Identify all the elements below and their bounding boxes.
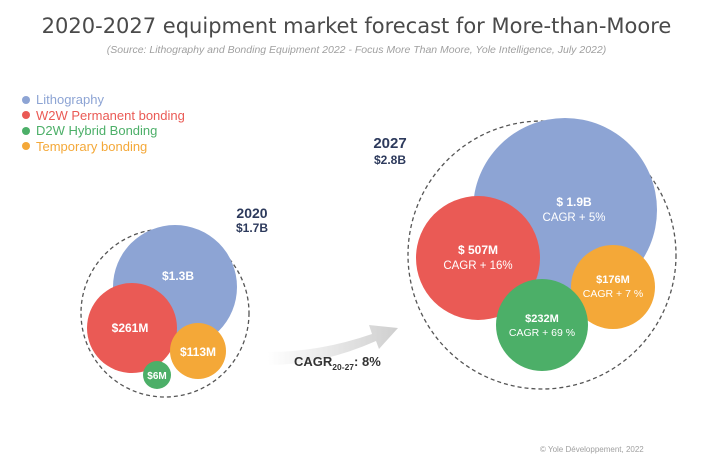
legend-label-w2w: W2W Permanent bonding <box>36 107 185 123</box>
label-2020-temporary: $113M <box>180 345 216 359</box>
copyright: © Yole Développement, 2022 <box>540 445 644 454</box>
legend-label-d2w: D2W Hybrid Bonding <box>36 123 158 139</box>
group-2027-total: $2.8B <box>374 153 406 167</box>
bubble-2027-temporary <box>571 245 655 329</box>
label-2027-w2w: $ 507M <box>458 243 498 257</box>
group-2020-total: $1.7B <box>236 221 268 235</box>
bubble-2020-d2w <box>143 361 171 389</box>
legend-label-temporary: Temporary bonding <box>36 138 148 154</box>
legend-swatch-temporary <box>22 142 30 151</box>
overall-cagr: CAGR20-27: 8% <box>294 354 381 372</box>
cagr-2027-temporary: CAGR + 7 % <box>583 288 643 300</box>
group-2027-year: 2027 <box>373 135 406 152</box>
legend-swatch-w2w <box>22 111 30 120</box>
label-2027-temporary: $176M <box>596 274 630 286</box>
chart-title: 2020-2027 equipment market forecast for … <box>41 14 672 38</box>
chart-subtitle: (Source: Lithography and Bonding Equipme… <box>106 44 607 56</box>
label-2027-lithography: $ 1.9B <box>556 195 592 209</box>
bubble-2020-temporary <box>170 323 226 379</box>
legend-entry-temporary: Temporary bonding <box>22 139 185 155</box>
cagr-2027-d2w: CAGR + 69 % <box>509 327 575 339</box>
label-2020-lithography: $1.3B <box>162 269 194 283</box>
legend: Lithography W2W Permanent bonding D2W Hy… <box>22 92 185 154</box>
legend-swatch-d2w <box>22 126 30 135</box>
label-2020-d2w: $6M <box>147 371 166 382</box>
bubble-2020-w2w <box>87 283 177 373</box>
bubble-2027-w2w <box>416 196 540 320</box>
legend-label-lithography: Lithography <box>36 92 104 108</box>
overall-cagr-label: CAGR <box>294 354 333 369</box>
cagr-arrow <box>268 325 398 365</box>
legend-entry-d2w: D2W Hybrid Bonding <box>22 123 185 139</box>
overall-cagr-value: : 8% <box>354 354 381 369</box>
label-2020-w2w: $261M <box>112 321 149 335</box>
cagr-2027-lithography: CAGR + 5% <box>543 212 606 224</box>
group-2020-year: 2020 <box>236 205 267 221</box>
overall-cagr-subscript: 20-27 <box>332 362 354 372</box>
bubble-2027-d2w <box>496 279 588 371</box>
legend-entry-w2w: W2W Permanent bonding <box>22 108 185 124</box>
label-2027-d2w: $232M <box>525 313 559 325</box>
legend-swatch-lithography <box>22 95 30 104</box>
legend-entry-lithography: Lithography <box>22 92 185 108</box>
cagr-2027-w2w: CAGR + 16% <box>443 260 512 272</box>
